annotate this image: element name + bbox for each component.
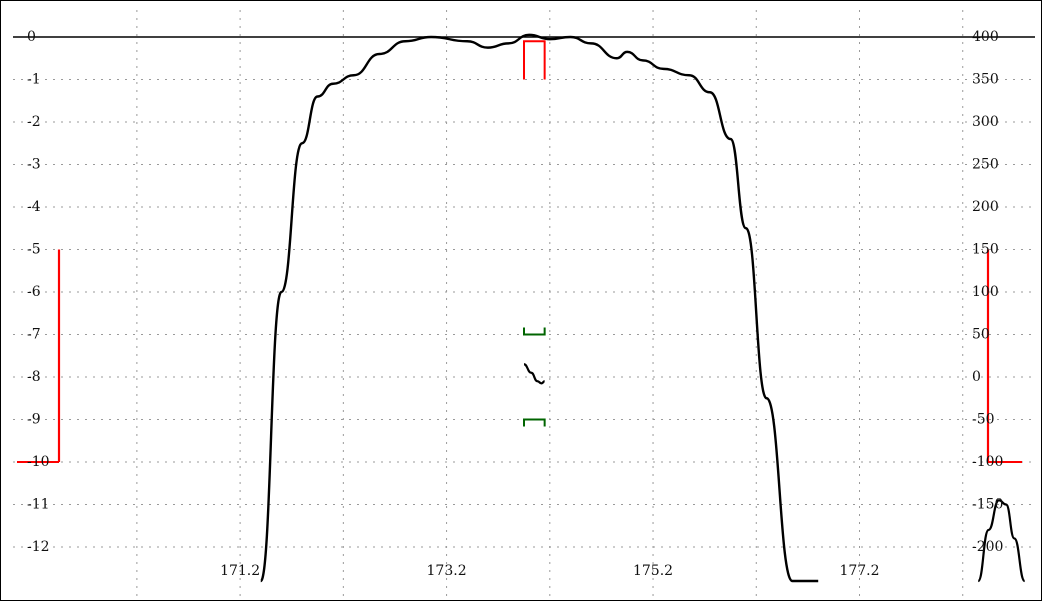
right-axis-tick-label: 350 [972, 72, 999, 88]
right-axis-tick-label: 250 [972, 157, 999, 173]
left-axis-tick-label: -10 [27, 454, 50, 470]
right-axis-tick-label: 100 [972, 284, 999, 300]
group-delay-upper-bracket [523, 327, 546, 336]
right-axis-tick-label: 300 [972, 114, 999, 130]
x-axis-tick-label: 173.2 [427, 563, 467, 579]
left-axis-tick-label: -3 [27, 157, 41, 173]
group-delay-lower-bracket [523, 418, 546, 427]
group-delay-trace [523, 363, 545, 385]
left-axis-tick-label: -6 [27, 284, 41, 300]
corner-trace [977, 499, 1026, 583]
left-axis-tick-label: -7 [27, 327, 41, 343]
x-axis-tick-label: 175.2 [633, 563, 673, 579]
right-axis-tick-label: -100 [972, 454, 1003, 470]
tick-labels: 0 -1 -2 -3 -4 -5 -6 -7 -8 -9 -10 -11 -12 400 350 300 250… [27, 29, 1003, 579]
x-axis-tick-label: 177.2 [839, 563, 879, 579]
right-axis-tick-label: 400 [972, 29, 999, 45]
right-axis-tick-label: -150 [972, 497, 1003, 513]
right-axis-tick-label: -200 [972, 539, 1003, 555]
left-axis-tick-label: -11 [27, 497, 50, 513]
left-axis-tick-label: 0 [27, 29, 36, 45]
left-axis-tick-label: -2 [27, 114, 41, 130]
left-axis-tick-label: -1 [27, 72, 41, 88]
left-axis-tick-label: -12 [27, 539, 50, 555]
right-axis-tick-label: 0 [972, 369, 981, 385]
response-trace [259, 33, 819, 583]
markers [17, 40, 1022, 463]
right-axis-tick-label: 50 [972, 327, 990, 343]
right-axis-tick-label: 200 [972, 199, 999, 215]
x-axis-tick-label: 171.2 [220, 563, 260, 579]
upper-limit-mask [523, 40, 546, 80]
left-axis-tick-label: -5 [27, 242, 41, 258]
right-axis-tick-label: 150 [972, 242, 999, 258]
right-axis-tick-label: -50 [972, 412, 995, 428]
left-axis-tick-label: -9 [27, 412, 41, 428]
left-axis-tick-label: -8 [27, 369, 41, 385]
traces [259, 33, 1026, 583]
left-axis-tick-label: -4 [27, 199, 41, 215]
